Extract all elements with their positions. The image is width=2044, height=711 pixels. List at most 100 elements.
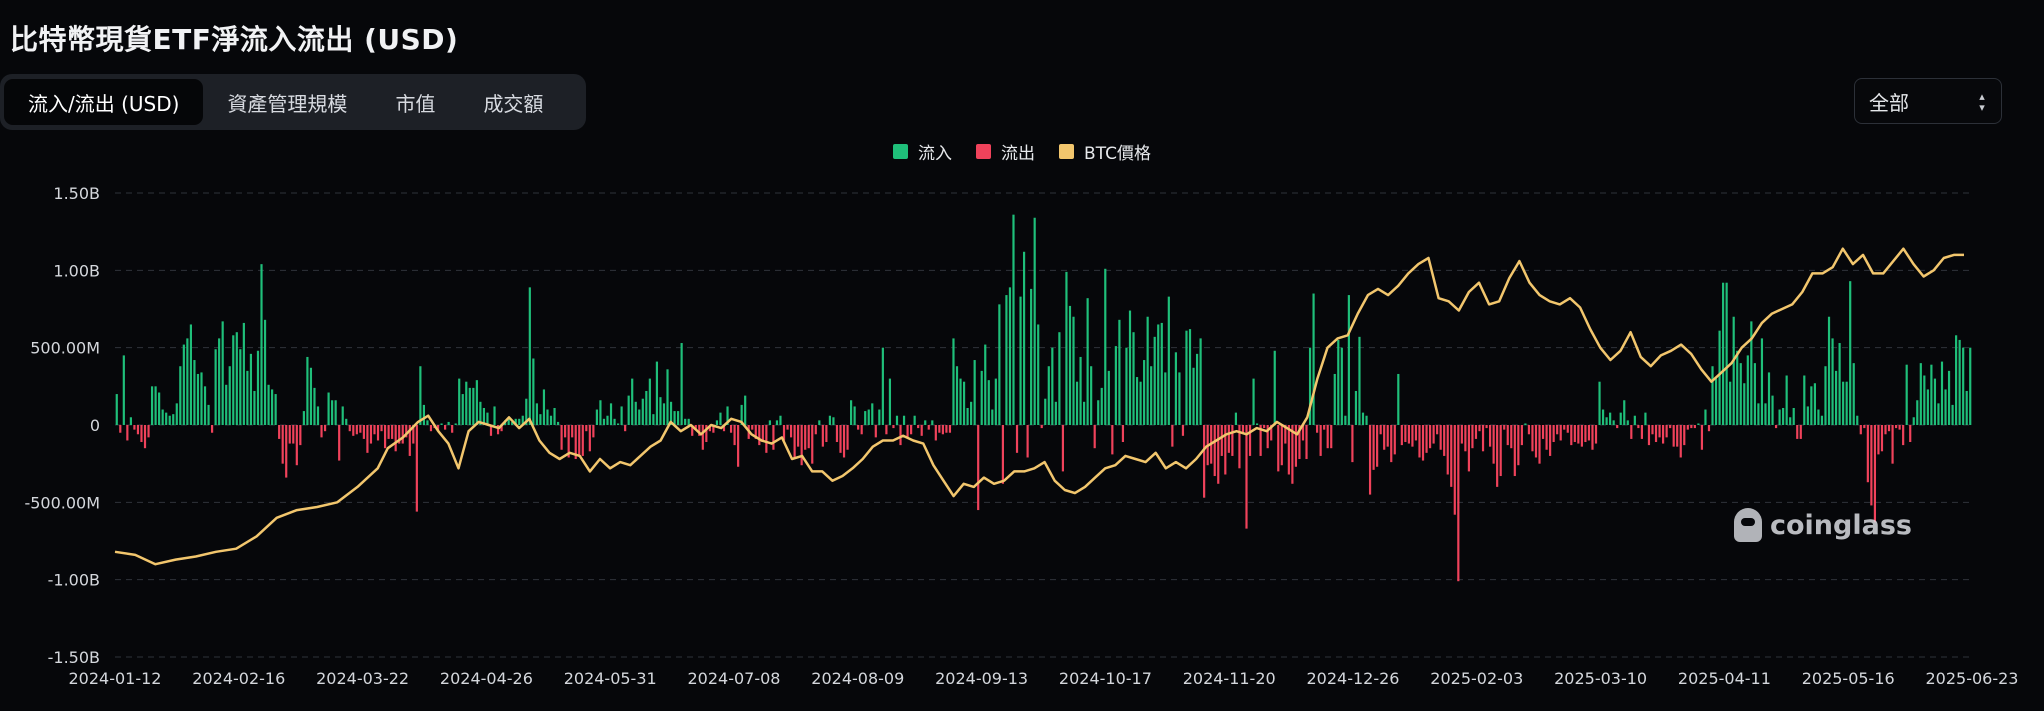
inflow-bar [525, 398, 528, 425]
inflow-bar [274, 394, 277, 425]
outflow-bar [1319, 425, 1322, 456]
inflow-bar [1167, 296, 1170, 425]
outflow-bar [1669, 425, 1672, 429]
inflow-bar [468, 387, 471, 425]
inflow-bar [1150, 366, 1153, 425]
inflow-bar [1633, 415, 1636, 425]
inflow-bar [168, 415, 171, 425]
inflow-bar [1135, 377, 1139, 425]
inflow-bar [218, 338, 221, 425]
inflow-bar [818, 420, 821, 425]
outflow-bar [1686, 425, 1689, 430]
outflow-bar [1111, 425, 1114, 455]
inflow-bar [677, 411, 680, 425]
inflow-bar [1100, 387, 1103, 425]
inflow-bar [1955, 335, 1958, 425]
inflow-bar [331, 400, 334, 425]
inflow-bar [542, 389, 546, 425]
outflow-bar [1517, 425, 1520, 466]
outflow-bar [1227, 425, 1230, 453]
inflow-bar [609, 403, 613, 425]
outflow-bar [369, 425, 373, 444]
tab-aum[interactable]: 資產管理規模 [227, 91, 348, 116]
inflow-bar [1022, 251, 1026, 425]
outflow-bar [1891, 425, 1894, 464]
legend-item-inflow[interactable]: 流入 [893, 139, 952, 164]
inflow-bar [1831, 338, 1834, 425]
inflow-bar [267, 384, 270, 425]
outflow-bar [892, 425, 895, 429]
outflow-bar [355, 425, 358, 435]
tab-market-cap[interactable]: 市值 [395, 91, 436, 116]
outflow-bar [320, 425, 323, 438]
inflow-bar [479, 401, 482, 425]
inflow-bar [1047, 366, 1050, 425]
inflow-bar [1143, 360, 1146, 425]
outflow-bar [1870, 425, 1873, 506]
inflow-bar [970, 401, 973, 425]
outflow-bar [1330, 425, 1333, 449]
x-tick-label: 2024-05-31 [564, 669, 657, 688]
inflow-bar [1820, 415, 1824, 425]
outflow-bar [295, 425, 298, 466]
inflow-bar [1128, 310, 1132, 425]
range-select[interactable]: 全部 ▴ ▾ [1854, 78, 2002, 124]
outflow-bar [1460, 425, 1463, 444]
inflow-bar [253, 390, 256, 425]
outflow-bar [1383, 425, 1386, 450]
outflow-bar [281, 425, 284, 464]
outflow-bar [496, 425, 500, 435]
inflow-bar [1019, 296, 1022, 425]
inflow-bar [613, 418, 616, 425]
outflow-bar [436, 425, 440, 432]
inflow-bar [740, 404, 743, 425]
tab-volume[interactable]: 成交額 [483, 91, 544, 116]
inflow-bar [641, 398, 644, 425]
legend-item-outflow[interactable]: 流出 [976, 139, 1035, 164]
outflow-bar [1902, 425, 1905, 446]
range-select-value: 全部 [1869, 90, 1909, 115]
outflow-bar [1647, 425, 1651, 446]
inflow-bar [549, 415, 553, 425]
outflow-bar [451, 425, 454, 433]
legend-item-btc-price[interactable]: BTC價格 [1059, 139, 1151, 164]
inflow-bar [1146, 316, 1149, 425]
outflow-bar [1291, 425, 1294, 484]
inflow-bar [1337, 339, 1340, 425]
outflow-bar [1231, 425, 1234, 456]
outflow-bar [359, 425, 362, 433]
outflow-bar [1263, 425, 1266, 429]
tab-flows[interactable]: 流入/流出 (USD) [4, 79, 204, 125]
outflow-bar [1566, 425, 1569, 433]
outflow-bar [934, 425, 937, 441]
inflow-bar [1273, 350, 1276, 425]
outflow-bar [366, 425, 369, 453]
outflow-bar [1266, 425, 1269, 449]
inflow-bar [440, 423, 443, 425]
inflow-bar [1033, 217, 1036, 425]
inflow-bar [634, 401, 637, 425]
inflow-bar [1810, 386, 1813, 425]
outflow-bar [1637, 425, 1640, 429]
inflow-bar [1354, 390, 1358, 425]
outflow-bar [1213, 425, 1216, 477]
inflow-bar [306, 356, 309, 425]
y-tick-label: 0 [90, 416, 100, 435]
inflow-bar [1746, 355, 1749, 425]
outflow-bar [362, 425, 365, 439]
outflow-bar [126, 425, 129, 441]
outflow-bar [701, 425, 704, 450]
outflow-bar [1499, 425, 1502, 477]
outflow-bar [1672, 425, 1675, 447]
inflow-bar [309, 367, 313, 425]
outflow-bar [811, 425, 814, 464]
inflow-bar [669, 401, 673, 425]
inflow-bar [779, 415, 782, 425]
inflow-bar [235, 332, 238, 425]
inflow-bar [1619, 412, 1622, 425]
outflow-bar [429, 425, 433, 432]
inflow-bar [849, 400, 853, 425]
inflow-bar [655, 361, 659, 425]
inflow-bar [242, 322, 245, 425]
inflow-bar [994, 378, 997, 425]
